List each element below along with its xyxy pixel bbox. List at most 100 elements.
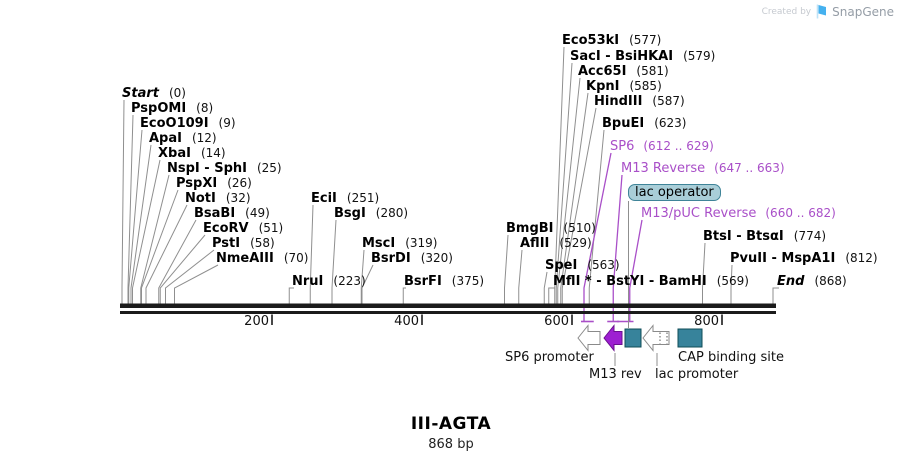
enzyme-label: KpnI (585) [586,79,662,94]
enzyme-name: BsrDI [371,251,411,266]
primer-name: M13/pUC Reverse [641,206,757,221]
enzyme-position: (320) [420,251,453,265]
enzyme-label: End (868) [777,274,847,289]
leader-line [554,46,565,304]
primer-range: (660 .. 682) [765,206,836,220]
enzyme-name: KpnI [586,79,620,94]
enzyme-name: XbaI [158,146,191,161]
feature-label: M13 rev [589,367,642,382]
ruler-tick-label: 600 [544,314,569,329]
enzyme-position: (774) [793,229,827,243]
leader-line [145,204,188,304]
enzyme-label: NotI (32) [185,191,251,206]
enzyme-name: End [777,274,805,289]
leader-line [165,249,215,304]
enzyme-label: PstI (58) [212,236,275,251]
enzyme-position: (9) [218,116,236,130]
ruler-line-bottom [120,311,776,314]
enzyme-label: NmeAIII (70) [216,251,308,266]
enzyme-label: Eco53kI (577) [562,33,661,48]
enzyme-label: NspI - SphI (25) [167,161,282,176]
leader-line [361,264,374,304]
enzyme-position: (49) [245,206,270,220]
leader-line [309,204,314,304]
leader-line [730,264,733,304]
primer-range: (612 .. 629) [643,139,714,153]
enzyme-label: Acc65I (581) [578,64,669,79]
leader-line [140,174,170,304]
enzyme-name: PstI [212,236,241,251]
ruler-tick-label: 800 [694,314,719,329]
enzyme-name: Eco53kI [562,33,620,48]
leader-line [548,287,555,304]
enzyme-label: PspXI (26) [176,176,252,191]
map-length: 868 bp [428,437,474,452]
enzyme-position: (51) [258,221,284,235]
enzyme-position: (569) [716,274,749,288]
enzyme-position: (0) [168,86,186,100]
leader-line [402,287,406,304]
enzyme-label: AflII (529) [520,236,592,251]
enzyme-position: (14) [200,146,226,160]
leader-line [555,62,573,304]
feature-m13-rev-arrow [603,324,623,352]
enzyme-name: PspXI [176,176,218,191]
enzyme-label: HindIII (587) [594,94,685,109]
enzyme-position: (12) [191,131,217,145]
enzyme-position: (375) [451,274,485,288]
primer-label: M13 Reverse (647 .. 663) [621,161,785,176]
leader-line [158,219,197,304]
enzyme-position: (70) [283,251,309,265]
leader-line [561,107,597,304]
enzyme-label: MscI (319) [362,236,438,251]
enzyme-position: (8) [196,101,214,115]
created-by-text: Created by [761,6,812,17]
feature-cap-binding-site-box [677,328,703,348]
enzyme-label: EcoO109I (9) [140,116,236,131]
leader-line [174,264,219,304]
enzyme-label: BsrFI (375) [404,274,484,289]
enzyme-name: EcoO109I [140,116,209,131]
enzyme-position: (251) [346,191,380,205]
enzyme-name: Start [122,86,159,101]
enzyme-position: (529) [559,236,592,250]
enzyme-label: ApaI (12) [149,131,217,146]
enzyme-label: EcoRV (51) [203,221,283,236]
feature-lac-operator-box [624,328,642,348]
enzyme-label: NruI (223) [292,274,366,289]
leader-line [159,234,206,304]
enzyme-name: BsrFI [404,274,442,289]
snapgene-branding: Created by SnapGene [762,4,894,19]
enzyme-position: (587) [652,94,685,108]
enzyme-position: (623) [654,116,687,130]
enzyme-position: (280) [375,206,409,220]
enzyme-name: EciI [311,191,337,206]
leader-line [557,77,581,304]
leader-line [772,287,779,304]
enzyme-label: EciI (251) [311,191,379,206]
leader-line [128,129,143,304]
enzyme-label: MflI * - BstYI - BamHI (569) [553,274,749,289]
enzyme-label: PvuII - MspA1I (812) [730,251,878,266]
leader-line [132,159,161,304]
map-title: III-AGTA [410,414,492,434]
enzyme-name: BmgBI [506,221,554,236]
leader-line [127,114,134,304]
enzyme-label: BsaBI (49) [194,206,270,221]
enzyme-position: (223) [333,274,366,288]
leader-line [141,189,179,304]
enzyme-position: (58) [250,236,275,250]
leader-line [518,249,523,304]
enzyme-label: BmgBI (510) [506,221,596,236]
enzyme-label: BpuEI (623) [602,116,686,131]
snapgene-wordmark: SnapGene [832,4,894,19]
leader-line [588,129,605,304]
leader-line [360,249,365,304]
ruler-line-top [120,303,776,308]
leader-line [543,271,548,304]
enzyme-position: (812) [845,251,878,265]
ruler-tick-label: 200 [244,314,269,329]
enzyme-name: MscI [362,236,396,251]
primer-name: SP6 [610,139,635,154]
